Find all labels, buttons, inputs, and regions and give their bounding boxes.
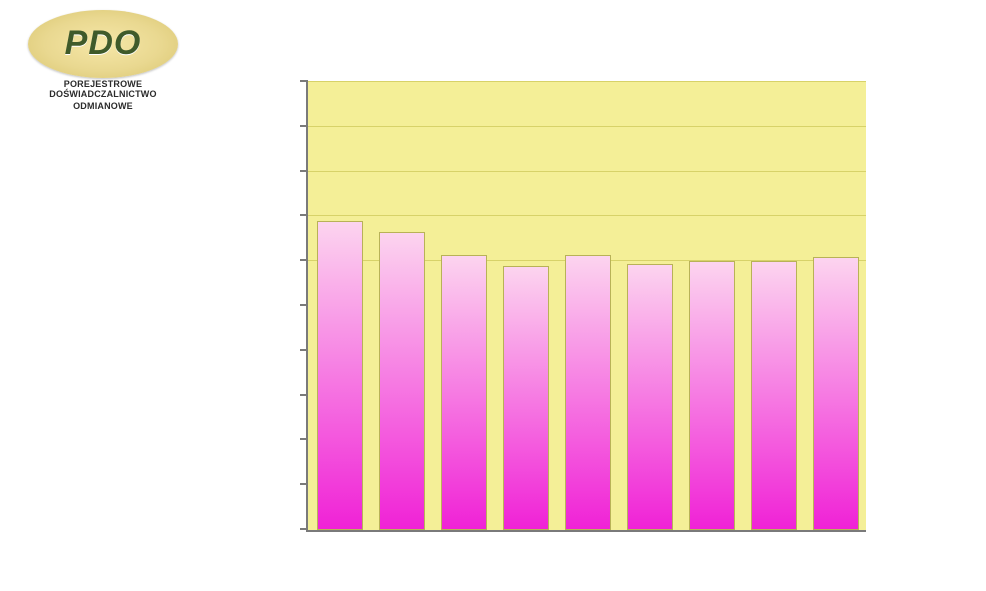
pdo-logo-sub2: ODMIANOWE: [18, 102, 188, 112]
bar: [689, 261, 734, 530]
bar: [441, 255, 486, 530]
pdo-logo-badge: PDO: [28, 10, 178, 78]
bar: [751, 261, 796, 530]
plot-area: [306, 82, 866, 532]
y-tick: [300, 304, 308, 306]
bar: [379, 232, 424, 530]
bar: [565, 255, 610, 530]
pdo-logo-acronym: PDO: [28, 24, 178, 63]
bar: [317, 221, 362, 530]
y-tick: [300, 214, 308, 216]
bars-layer: [308, 82, 866, 530]
y-tick: [300, 80, 308, 82]
y-tick: [300, 349, 308, 351]
pdo-logo: PDO POREJESTROWE DOŚWIADCZALNICTWO ODMIA…: [18, 10, 188, 112]
y-tick: [300, 438, 308, 440]
y-tick: [300, 125, 308, 127]
y-tick: [300, 170, 308, 172]
y-tick: [300, 259, 308, 261]
bar: [813, 257, 858, 530]
bar: [503, 266, 548, 530]
pdo-logo-sub1: POREJESTROWE DOŚWIADCZALNICTWO: [18, 80, 188, 100]
bar: [627, 264, 672, 530]
bar-chart: [286, 82, 866, 552]
y-tick: [300, 528, 308, 530]
y-tick: [300, 483, 308, 485]
y-tick: [300, 394, 308, 396]
